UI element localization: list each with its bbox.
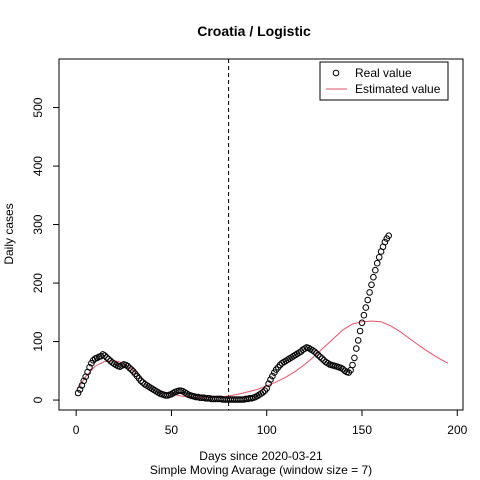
x-tick-label: 50: [165, 423, 179, 437]
real-value-point: [80, 377, 88, 385]
real-value-point: [364, 296, 372, 304]
real-value-point: [175, 387, 183, 395]
real-value-point: [351, 354, 358, 362]
x-tick-label: 100: [257, 423, 277, 437]
real-value-point: [124, 362, 131, 370]
real-value-point: [314, 351, 322, 359]
estimated-value-layer: [77, 320, 449, 399]
real-value-point: [259, 389, 267, 396]
y-tick-label: 400: [31, 156, 45, 176]
x-axis-label: Days since 2020-03-21: [199, 449, 323, 463]
y-tick-label: 500: [31, 97, 45, 117]
real-value-point: [360, 311, 368, 319]
real-value-point: [362, 304, 370, 311]
real-value-point: [76, 386, 84, 393]
y-tick-label: 0: [31, 396, 45, 403]
real-value-point: [370, 273, 377, 281]
real-value-point: [101, 352, 108, 359]
y-axis-label: Daily cases: [2, 203, 16, 264]
real-value-point: [372, 266, 379, 274]
y-tick-label: 200: [31, 273, 45, 293]
real-value-point: [86, 364, 93, 371]
real-value-point: [349, 361, 356, 369]
y-tick-label: 100: [31, 331, 45, 351]
x-tick-label: 200: [447, 423, 467, 437]
real-value-point: [316, 353, 324, 361]
estimated-value-line: [77, 320, 449, 399]
real-value-point: [74, 389, 82, 397]
real-value-point: [385, 232, 393, 239]
real-value-point: [265, 380, 272, 388]
real-value-point: [358, 319, 366, 327]
legend: Real value Estimated value: [319, 61, 449, 101]
real-value-point: [103, 354, 110, 361]
real-value-point: [354, 337, 362, 344]
y-axis: 0 100 200 300 400 500: [31, 97, 60, 403]
x-tick-label: 0: [73, 423, 80, 437]
real-value-point: [318, 355, 326, 362]
real-value-layer: [74, 232, 393, 403]
chart-title: Croatia / Logistic: [197, 23, 311, 39]
real-value-point: [373, 259, 381, 267]
real-value-point: [381, 238, 389, 246]
real-value-point: [356, 327, 364, 335]
legend-box: [319, 61, 449, 101]
real-value-point: [366, 289, 373, 296]
real-value-point: [375, 253, 383, 261]
x-tick-label: 150: [352, 423, 372, 437]
x-axis: 0 50 100 150 200: [73, 409, 468, 437]
real-value-point: [128, 366, 135, 373]
real-value-point: [137, 377, 145, 385]
real-value-point: [353, 345, 360, 352]
real-value-point: [105, 355, 112, 363]
real-value-point: [269, 372, 276, 380]
real-value-point: [311, 348, 318, 355]
real-value-point: [126, 364, 133, 372]
real-value-point: [267, 376, 274, 383]
x-axis-sublabel: Simple Moving Avarage (window size = 7): [150, 463, 372, 477]
y-tick-label: 300: [31, 214, 45, 234]
legend-real-value-marker: [332, 69, 340, 77]
real-value-point: [313, 350, 320, 357]
legend-estimated-value-label: Estimated value: [355, 82, 441, 96]
legend-real-value-label: Real value: [355, 66, 412, 80]
real-value-point: [368, 281, 375, 289]
